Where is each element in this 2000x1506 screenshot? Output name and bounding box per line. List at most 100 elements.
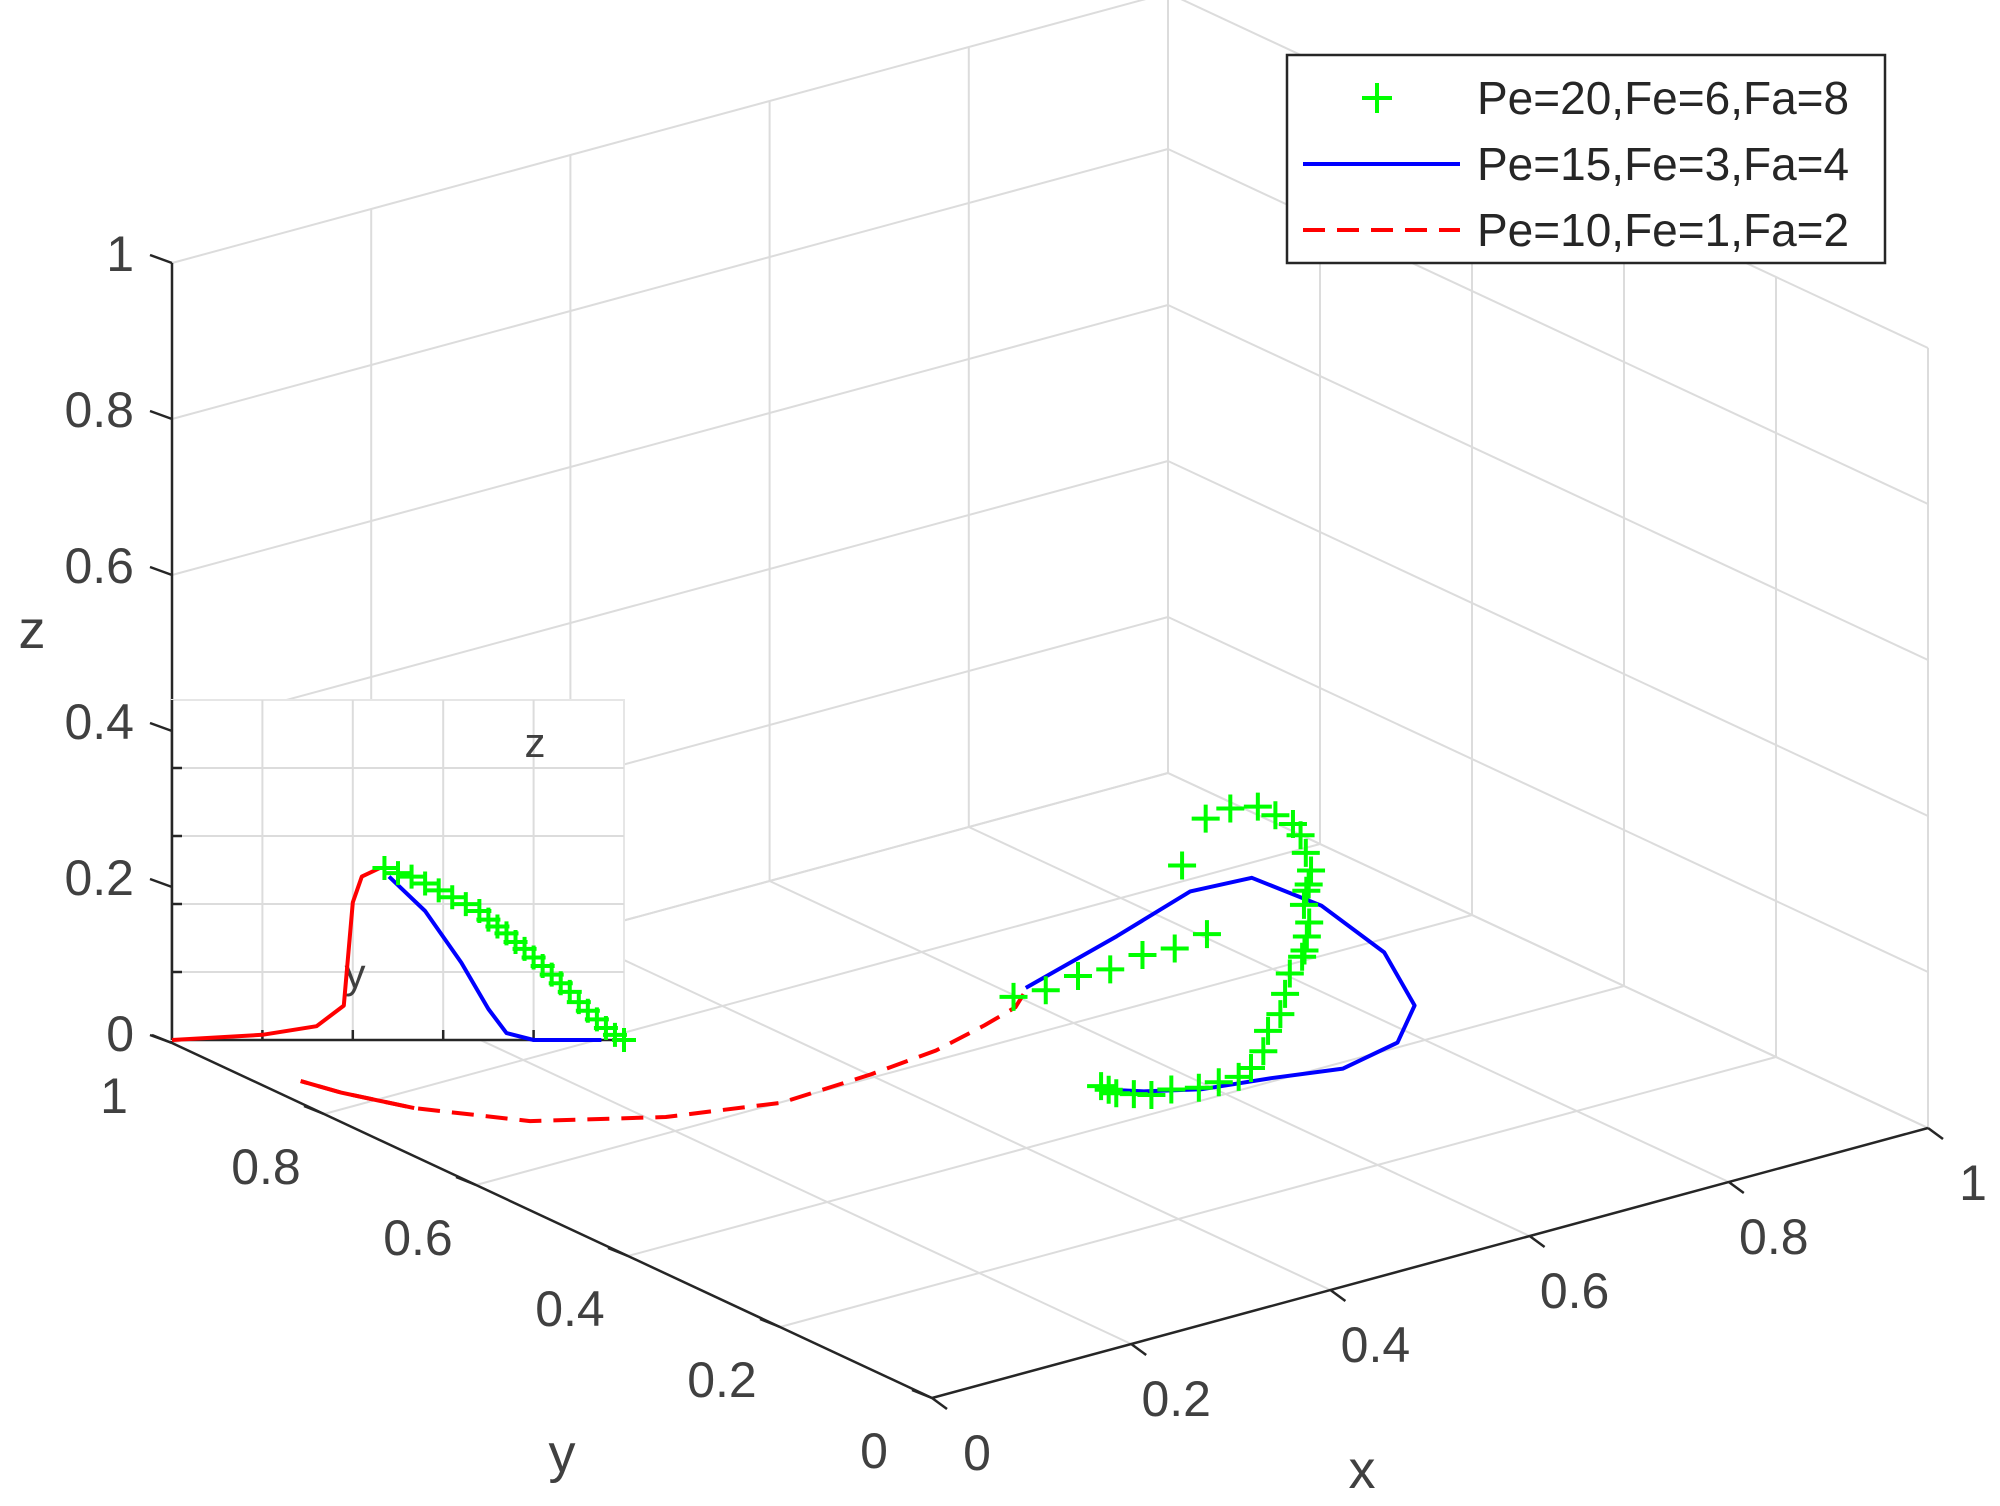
series-marker-pe20 [1266, 1000, 1295, 1029]
y-tick-label: 0.4 [535, 1281, 605, 1337]
series-marker-pe20 [1204, 1068, 1233, 1097]
series-marker-pe20 [1261, 801, 1290, 830]
x-tick-mark [1528, 1234, 1546, 1249]
z-tick-label: 0.2 [64, 850, 134, 906]
inset-line-pe10 [171, 866, 381, 1042]
series-marker-pe20 [1160, 934, 1189, 963]
floor-grid-line [370, 988, 1132, 1345]
legend: Pe=20,Fe=6,Fa=8 Pe=15,Fe=3,Fa=4 Pe=10,Fe=1… [1285, 53, 1887, 265]
x-tick-label: 0.6 [1540, 1263, 1610, 1319]
series-line-pe10-tail [300, 1079, 415, 1111]
y-tick-mark [303, 1104, 325, 1116]
legend-marker-pe20 [1362, 83, 1392, 113]
y-tick-label: 0.2 [687, 1352, 757, 1408]
inset-marker-pe20 [453, 892, 478, 917]
y-tick-mark [455, 1175, 477, 1187]
series-marker-pe20 [1294, 870, 1323, 899]
side-wall-grid-line [1167, 304, 1929, 661]
data-series [300, 792, 1417, 1124]
y-axis-line [171, 1041, 933, 1400]
series-marker-pe20 [1128, 941, 1157, 970]
floor-grid-line [769, 880, 1531, 1237]
inset-marker-pe20 [399, 864, 424, 889]
inset-marker-pe20 [372, 856, 397, 880]
inset-marker-pe20 [426, 878, 451, 903]
z-tick-mark [149, 565, 173, 577]
floor-grid-line [323, 843, 1321, 1115]
inset-y-label: y [345, 950, 366, 997]
series-marker-pe20 [1184, 1073, 1213, 1102]
series-marker-pe20 [1031, 976, 1060, 1005]
series-marker-pe20 [1168, 851, 1197, 880]
grid-lines [171, 0, 1929, 1399]
x-tick-mark [1927, 1126, 1944, 1141]
back-wall-grid-line [171, 460, 1169, 732]
inset-marker-pe20 [612, 1028, 636, 1052]
y-tick-label: 0.6 [383, 1210, 453, 1266]
z-axis-label: z [19, 600, 46, 660]
inset-marker-pe20 [386, 861, 410, 886]
floor-grid-line [569, 934, 1331, 1291]
y-tick-mark [151, 1033, 173, 1045]
x-tick-label: 0.4 [1341, 1317, 1411, 1373]
legend-label: Pe=15,Fe=3,Fa=4 [1477, 138, 1849, 190]
x-tick-mark [931, 1396, 948, 1411]
series-marker-pe20 [1102, 1079, 1131, 1108]
series-marker-pe20 [1254, 1016, 1283, 1045]
z-tick-mark [149, 877, 173, 889]
series-marker-pe20 [1275, 959, 1304, 988]
z-tick-label: 0.6 [64, 538, 134, 594]
back-wall-grid-line [171, 304, 1169, 576]
tick-labels: 0 0 0 0.2 0.2 0.2 0.4 0.4 0.4 0.6 0.6 0.6 0.8 0.8 0.8 1… [64, 226, 1986, 1481]
axis-labels: x y z [19, 600, 1376, 1500]
x-axis-label: x [1349, 1440, 1376, 1500]
series-marker-pe20 [1192, 920, 1221, 949]
x-tick-label: 0.8 [1739, 1209, 1809, 1265]
floor-grid-line [627, 985, 1625, 1257]
series-marker-pe20 [1191, 804, 1220, 833]
inset-line-pe15 [387, 875, 602, 1042]
z-tick-label: 0.4 [64, 694, 134, 750]
series-marker-pe20 [1271, 979, 1300, 1008]
back-wall-grid-line [171, 0, 1146, 264]
series-marker-pe20 [1291, 838, 1320, 867]
z-tick-label: 0 [106, 1006, 134, 1062]
y-tick-mark [911, 1388, 933, 1400]
y-tick-mark [607, 1246, 629, 1258]
series-marker-pe20 [999, 982, 1028, 1011]
x-tick-mark [1329, 1288, 1347, 1303]
z-tick-label: 1 [106, 226, 134, 282]
y-tick-label: 0 [860, 1423, 888, 1479]
z-tick-mark [149, 253, 173, 265]
series-marker-pe20 [1096, 955, 1125, 984]
series-marker-pe20 [1094, 1075, 1123, 1104]
series-marker-pe20 [1087, 1072, 1116, 1101]
series-marker-pe20 [1290, 936, 1319, 965]
series-marker-pe20 [1295, 908, 1324, 937]
inset-grid [172, 700, 624, 1040]
x-axis-line [931, 1126, 1929, 1400]
series-marker-pe20 [1297, 856, 1326, 885]
back-wall-grid-line [171, 148, 1169, 420]
series-marker-pe20 [1286, 821, 1315, 850]
series-marker-pe20 [1243, 792, 1272, 821]
y-tick-mark [759, 1317, 781, 1329]
x-tick-label: 0.2 [1141, 1371, 1211, 1427]
inset-panel: y z [170, 699, 636, 1052]
y-axis-label: y [549, 1424, 576, 1484]
inset-marker-pe20 [413, 871, 438, 896]
legend-label: Pe=20,Fe=6,Fa=8 [1477, 72, 1849, 124]
x-tick-mark [1728, 1180, 1745, 1195]
z-tick-mark [149, 409, 173, 421]
x-tick-mark [1130, 1342, 1147, 1357]
x-tick-label: 0 [963, 1425, 991, 1481]
series-marker-pe20 [1224, 1062, 1253, 1091]
z-tick-label: 0.8 [64, 382, 134, 438]
series-marker-pe20 [1249, 1037, 1278, 1066]
inset-z-label: z [525, 719, 546, 766]
y-tick-label: 0.8 [231, 1139, 301, 1195]
x-tick-label: 1 [1959, 1155, 1987, 1211]
series-marker-pe20 [1292, 876, 1321, 905]
series-marker-pe20 [1216, 794, 1245, 823]
